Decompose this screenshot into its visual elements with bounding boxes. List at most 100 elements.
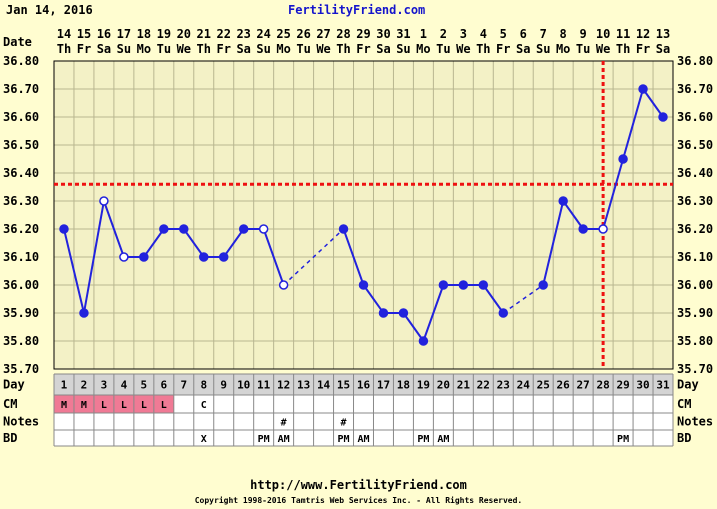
temperature-point-open bbox=[598, 224, 608, 234]
date-label: 24 bbox=[256, 27, 270, 41]
weekday-label: Th bbox=[197, 42, 211, 56]
date-label: 8 bbox=[560, 27, 567, 41]
weekday-label: Th bbox=[57, 42, 71, 56]
y-tick-left: 36.20 bbox=[3, 222, 39, 236]
weekday-label: Th bbox=[336, 42, 350, 56]
cm-value: L bbox=[161, 400, 167, 411]
day-number: 14 bbox=[317, 379, 331, 392]
day-number: 13 bbox=[297, 379, 310, 392]
day-number: 24 bbox=[517, 379, 531, 392]
cm-value: L bbox=[101, 400, 107, 411]
y-tick-right: 36.70 bbox=[677, 82, 713, 96]
temperature-line bbox=[82, 200, 105, 314]
weekday-label: Tu bbox=[157, 42, 171, 56]
y-tick-right: 36.60 bbox=[677, 110, 713, 124]
temperature-line bbox=[342, 228, 365, 286]
weekday-label: Mo bbox=[556, 42, 570, 56]
date-label: 6 bbox=[520, 27, 527, 41]
weekday-label: We bbox=[596, 42, 610, 56]
weekday-label: Fr bbox=[216, 42, 230, 56]
footer-url[interactable]: http://www.FertilityFriend.com bbox=[250, 478, 467, 492]
date-label: 19 bbox=[157, 27, 171, 41]
date-label: 18 bbox=[137, 27, 151, 41]
day-number: 2 bbox=[81, 379, 88, 392]
bd-value: X bbox=[201, 434, 207, 445]
y-tick-left: 35.90 bbox=[3, 306, 39, 320]
bd-value: PM bbox=[617, 434, 629, 445]
day-number: 30 bbox=[636, 379, 649, 392]
temperature-line-dashed bbox=[502, 284, 544, 314]
date-label: 10 bbox=[596, 27, 610, 41]
temperature-line bbox=[402, 312, 425, 342]
weekday-label: Mo bbox=[276, 42, 290, 56]
day-number: 12 bbox=[277, 379, 290, 392]
y-tick-left: 36.40 bbox=[3, 166, 39, 180]
day-number: 28 bbox=[596, 379, 609, 392]
date-label: 25 bbox=[276, 27, 290, 41]
day-number: 25 bbox=[537, 379, 550, 392]
cm-menses-cell bbox=[93, 395, 114, 413]
bd-value: AM bbox=[278, 434, 290, 445]
date-label: 27 bbox=[316, 27, 330, 41]
day-number: 9 bbox=[220, 379, 227, 392]
y-tick-left: 36.60 bbox=[3, 110, 39, 124]
weekday-label: We bbox=[456, 42, 470, 56]
day-number: 17 bbox=[377, 379, 390, 392]
y-tick-right: 35.70 bbox=[677, 362, 713, 376]
weekday-label: Sa bbox=[376, 42, 390, 56]
site-name-link[interactable]: FertilityFriend.com bbox=[288, 3, 426, 17]
temperature-point bbox=[618, 154, 628, 164]
day-number: 22 bbox=[477, 379, 490, 392]
temperature-point bbox=[578, 224, 588, 234]
y-tick-right: 36.20 bbox=[677, 222, 713, 236]
day-number: 7 bbox=[180, 379, 187, 392]
temperature-line bbox=[362, 284, 385, 314]
notes-row-label-left: Notes bbox=[3, 415, 39, 429]
date-label: 4 bbox=[480, 27, 487, 41]
day-number: 3 bbox=[101, 379, 108, 392]
temperature-point bbox=[558, 196, 568, 206]
temperature-line bbox=[262, 228, 285, 286]
temperature-point-open bbox=[258, 224, 269, 234]
y-tick-right: 36.10 bbox=[677, 250, 713, 264]
date-label: 2 bbox=[440, 27, 447, 41]
bd-value: PM bbox=[338, 434, 350, 445]
date-label: 31 bbox=[396, 27, 410, 41]
weekday-label: Th bbox=[616, 42, 630, 56]
cm-value: M bbox=[81, 400, 87, 411]
day-number: 5 bbox=[141, 379, 148, 392]
cm-value: M bbox=[61, 400, 67, 411]
day-row-background bbox=[54, 374, 673, 395]
date-row-label: Date bbox=[3, 35, 32, 49]
temperature-line bbox=[102, 200, 125, 258]
temperature-point-open bbox=[99, 196, 109, 206]
weekday-label: Fr bbox=[356, 42, 370, 56]
date-label: 22 bbox=[216, 27, 230, 41]
weekday-label: Su bbox=[256, 42, 270, 56]
day-number: 23 bbox=[497, 379, 510, 392]
temperature-point bbox=[218, 252, 229, 262]
weekday-label: Tu bbox=[436, 42, 450, 56]
weekday-label: Sa bbox=[516, 42, 530, 56]
temperature-line bbox=[562, 200, 584, 230]
y-tick-left: 35.70 bbox=[3, 362, 39, 376]
plot-area bbox=[54, 61, 673, 369]
temperature-point bbox=[238, 224, 249, 234]
weekday-label: Sa bbox=[236, 42, 250, 56]
temperature-point-open bbox=[119, 252, 129, 262]
y-tick-right: 36.40 bbox=[677, 166, 713, 180]
bd-row-label-right: BD bbox=[677, 431, 691, 445]
temperature-point bbox=[79, 308, 89, 318]
date-label: 14 bbox=[57, 27, 71, 41]
date-label: 28 bbox=[336, 27, 350, 41]
temperature-point bbox=[358, 280, 369, 290]
bd-value: PM bbox=[417, 434, 429, 445]
date-label: 29 bbox=[356, 27, 370, 41]
date-label: 21 bbox=[197, 27, 211, 41]
weekday-label: Tu bbox=[576, 42, 590, 56]
date-label: 7 bbox=[540, 27, 547, 41]
day-number: 8 bbox=[200, 379, 207, 392]
y-tick-left: 35.80 bbox=[3, 334, 39, 348]
date-label: 12 bbox=[636, 27, 650, 41]
cm-row-label-right: CM bbox=[677, 397, 691, 411]
